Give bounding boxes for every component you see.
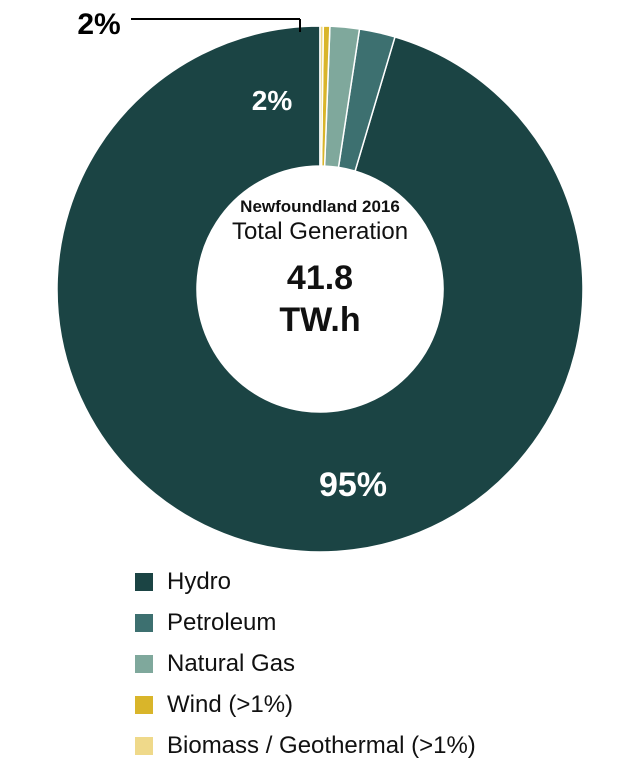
legend-label: Wind (>1%) (167, 690, 294, 718)
slice-label-natural-gas: 2% (77, 8, 120, 41)
chart-title: Total Generation (231, 218, 409, 245)
legend-item-natural-gas: Natural Gas (135, 643, 476, 684)
legend-label: Hydro (167, 567, 232, 595)
slice-label-petroleum: 2% (252, 85, 293, 116)
legend-label: Biomass / Geothermal (>1%) (167, 731, 476, 759)
chart-subtitle: Newfoundland 2016 (240, 197, 400, 216)
legend-swatch (135, 736, 153, 755)
legend: Hydro Petroleum Natural Gas Wind (>1%) B… (135, 561, 476, 766)
slice-hydro (56, 25, 584, 553)
legend-label: Natural Gas (167, 649, 296, 677)
legend-swatch (135, 654, 153, 673)
total-unit: TW.h (279, 301, 361, 339)
slice-label-hydro: 95% (319, 466, 387, 504)
legend-swatch (135, 695, 153, 714)
slice-biomass-geothermal-1 (319, 25, 325, 167)
legend-item-petroleum: Petroleum (135, 602, 476, 643)
legend-swatch (135, 613, 153, 632)
legend-label: Petroleum (167, 608, 277, 636)
legend-item-hydro: Hydro (135, 561, 476, 602)
legend-swatch (135, 572, 153, 591)
legend-item-wind: Wind (>1%) (135, 684, 476, 725)
legend-item-biomass-geothermal: Biomass / Geothermal (>1%) (135, 725, 476, 766)
total-value: 41.8 (286, 259, 354, 297)
